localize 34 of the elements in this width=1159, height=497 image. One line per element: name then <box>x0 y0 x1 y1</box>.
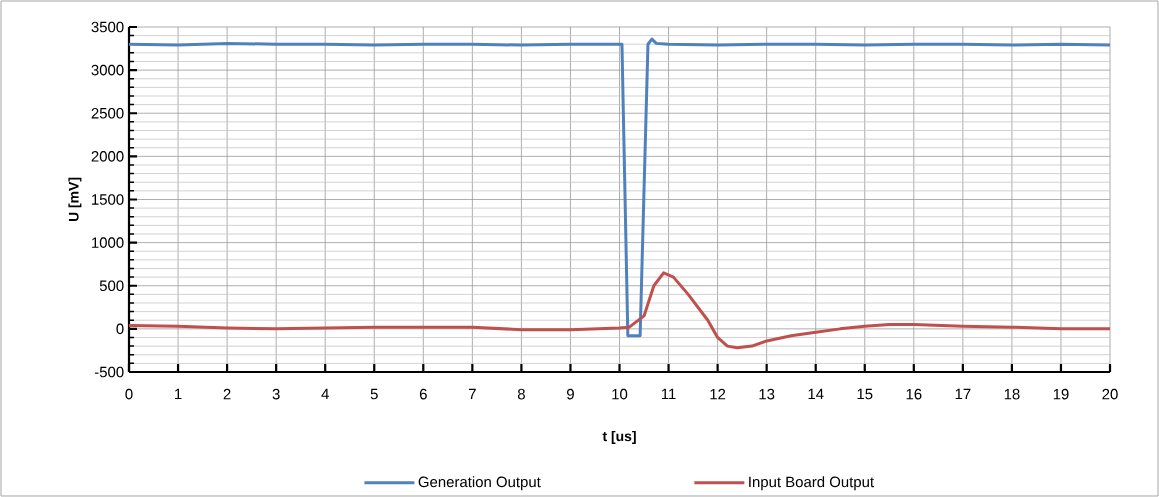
x-tick-label: 16 <box>906 388 922 400</box>
x-tick-label: 20 <box>1102 388 1118 400</box>
x-tick-label: 15 <box>857 388 873 400</box>
legend-label: Generation Output <box>418 476 541 491</box>
y-tick-label: 1000 <box>92 237 124 248</box>
x-tick-label: 9 <box>567 388 574 400</box>
legend-label: Input Board Output <box>749 476 874 491</box>
x-tick-label: 6 <box>419 388 427 400</box>
x-tick-label: 1 <box>175 388 182 400</box>
x-tick-label: 7 <box>468 388 476 400</box>
x-tick-label: 13 <box>759 388 775 400</box>
x-tick-label: 19 <box>1053 388 1069 400</box>
y-axis-title: U [mV] <box>68 177 82 222</box>
y-tick-label: -500 <box>94 366 124 378</box>
x-axis-title: t [us] <box>602 430 636 444</box>
x-tick-label: 4 <box>321 388 329 400</box>
x-tick-label: 0 <box>125 388 133 400</box>
x-tick-label: 17 <box>955 388 971 400</box>
x-tick-label: 14 <box>808 388 824 400</box>
y-tick-label: 3500 <box>91 21 124 33</box>
x-tick-label: 5 <box>370 388 378 400</box>
y-tick-label: 0 <box>116 323 124 335</box>
x-tick-label: 2 <box>223 388 231 400</box>
x-tick-label: 18 <box>1004 388 1020 400</box>
x-tick-label: 11 <box>661 388 676 400</box>
y-tick-label: 2500 <box>91 107 124 119</box>
y-tick-label: 500 <box>99 280 124 292</box>
x-tick-label: 10 <box>612 388 628 400</box>
y-tick-label: 3000 <box>91 64 124 76</box>
x-tick-label: 12 <box>710 388 726 400</box>
y-tick-label: 2000 <box>91 151 124 162</box>
x-tick-label: 8 <box>517 388 525 400</box>
x-tick-label: 3 <box>272 388 280 400</box>
y-tick-label: 1500 <box>92 194 124 205</box>
